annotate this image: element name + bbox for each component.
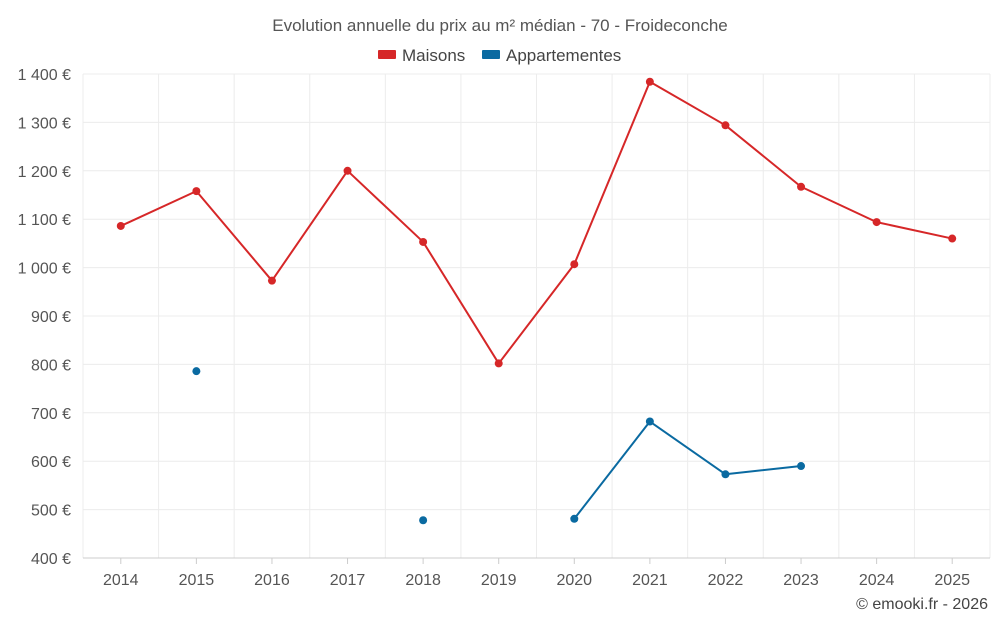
data-point-maisons[interactable]: [721, 121, 730, 130]
x-tick-label: 2018: [405, 572, 441, 589]
x-tick-label: 2023: [783, 572, 819, 589]
y-tick-label: 900 €: [31, 309, 71, 326]
x-tick-label: 2019: [481, 572, 517, 589]
data-point-appartementes[interactable]: [570, 514, 579, 523]
y-tick-label: 1 200 €: [18, 164, 71, 181]
series-line-appartementes: [573, 420, 802, 520]
data-point-maisons[interactable]: [570, 260, 579, 269]
y-tick-label: 500 €: [31, 503, 71, 520]
data-point-maisons[interactable]: [419, 237, 428, 246]
data-point-appartementes[interactable]: [192, 367, 201, 376]
data-point-maisons[interactable]: [267, 276, 276, 285]
data-point-maisons[interactable]: [645, 77, 654, 86]
data-point-maisons[interactable]: [343, 166, 352, 175]
legend-label-maisons[interactable]: Maisons: [402, 46, 465, 65]
data-point-maisons[interactable]: [116, 221, 125, 230]
x-axis-ticks: 2014 2015 2016 2017 2018 2019 2020 2021 2022 2023…: [103, 558, 970, 589]
data-point-maisons[interactable]: [494, 359, 503, 368]
x-tick-label: 2020: [556, 572, 592, 589]
x-tick-label: 2014: [103, 572, 139, 589]
grid: [82, 73, 991, 559]
series-line-maisons: [120, 80, 953, 365]
x-tick-label: 2015: [179, 572, 215, 589]
x-tick-label: 2024: [859, 572, 895, 589]
data-point-appartementes[interactable]: [645, 417, 654, 426]
legend[interactable]: Maisons Appartementes: [378, 46, 621, 65]
y-tick-label: 1 400 €: [18, 67, 71, 84]
legend-swatch-appartements[interactable]: [482, 50, 500, 59]
x-tick-label: 2016: [254, 572, 290, 589]
x-tick-label: 2022: [708, 572, 744, 589]
y-tick-label: 700 €: [31, 406, 71, 423]
y-tick-label: 1 300 €: [18, 115, 71, 132]
x-tick-label: 2025: [934, 572, 970, 589]
data-point-maisons[interactable]: [797, 182, 806, 191]
y-tick-label: 600 €: [31, 454, 71, 471]
y-tick-label: 1 100 €: [18, 212, 71, 229]
data-point-appartementes[interactable]: [797, 462, 806, 471]
legend-label-appartements[interactable]: Appartementes: [506, 46, 621, 65]
x-tick-label: 2017: [330, 572, 366, 589]
data-point-appartementes[interactable]: [721, 470, 730, 479]
data-point-appartementes[interactable]: [419, 516, 428, 525]
y-axis-ticks: 400 € 500 € 600 € 700 € 800 € 900 € 1 000 € 1 1…: [18, 67, 71, 568]
data-point-maisons[interactable]: [192, 187, 201, 196]
legend-swatch-maisons[interactable]: [378, 50, 396, 59]
chart-title: Evolution annuelle du prix au m² médian …: [272, 16, 727, 35]
series: [116, 77, 957, 525]
y-tick-label: 1 000 €: [18, 261, 71, 278]
data-point-maisons[interactable]: [872, 218, 881, 227]
y-tick-label: 400 €: [31, 551, 71, 568]
data-point-maisons[interactable]: [948, 234, 957, 243]
x-tick-label: 2021: [632, 572, 668, 589]
credit-text: © emooki.fr - 2026: [856, 596, 988, 613]
y-tick-label: 800 €: [31, 357, 71, 374]
